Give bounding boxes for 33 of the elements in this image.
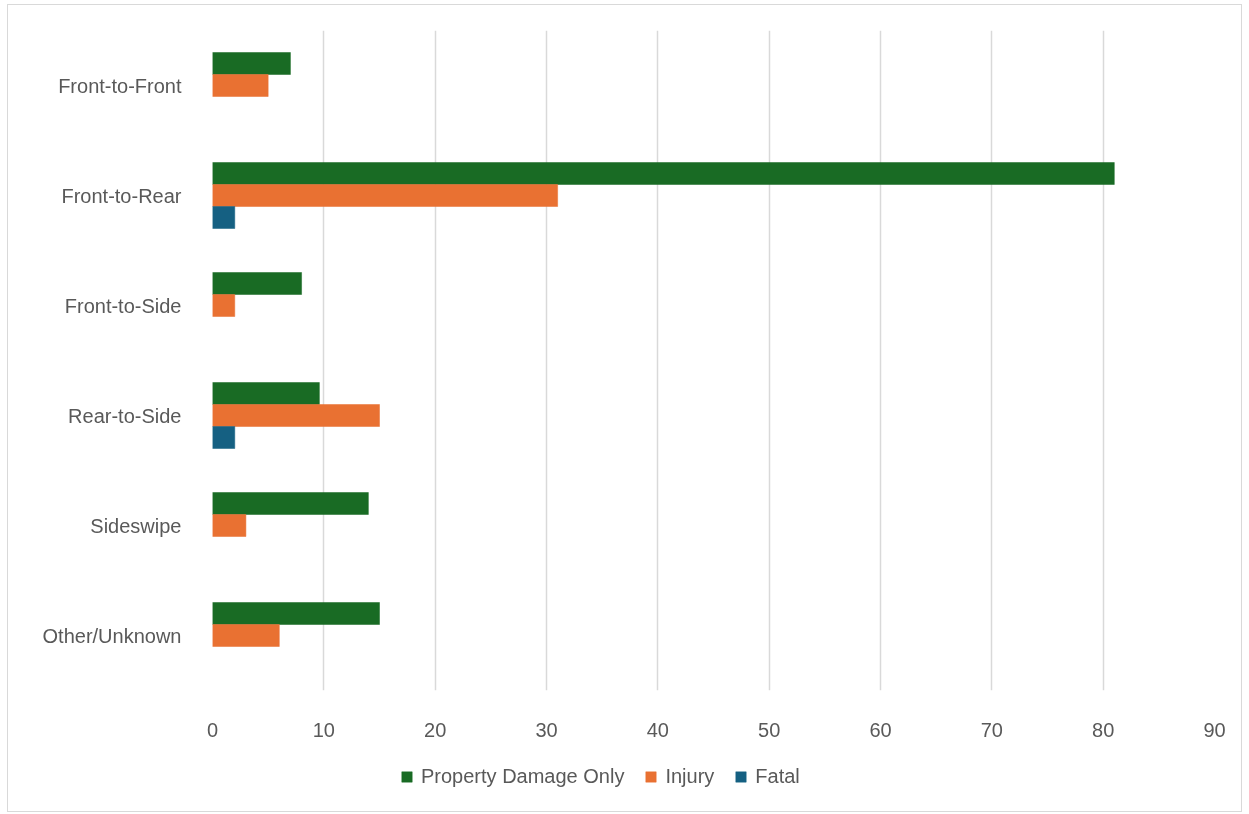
x-tick-label: 40: [646, 718, 669, 741]
bar: [212, 382, 320, 405]
bar: [212, 162, 1115, 185]
x-tick-label: 80: [1092, 718, 1115, 741]
legend-label: Fatal: [755, 765, 800, 788]
bar: [212, 294, 236, 317]
legend-label: Property Damage Only: [421, 765, 625, 788]
x-tick-label: 70: [980, 718, 1003, 741]
x-tick-label: 60: [869, 718, 892, 741]
bar: [212, 492, 369, 515]
y-tick-label: Front-to-Front: [58, 74, 182, 97]
x-tick-label: 50: [758, 718, 781, 741]
y-tick-label: Sideswipe: [90, 514, 182, 537]
legend-label: Injury: [665, 765, 715, 788]
bar: [212, 602, 380, 625]
bar: [212, 272, 302, 295]
x-tick-label: 30: [535, 718, 558, 741]
x-tick-label: 10: [312, 718, 335, 741]
y-tick-label: Rear-to-Side: [68, 404, 182, 427]
bar: [212, 206, 236, 229]
x-tick-label: 90: [1203, 718, 1226, 741]
y-tick-label: Other/Unknown: [42, 624, 182, 647]
bar: [212, 426, 236, 449]
x-tick-label: 20: [424, 718, 447, 741]
bar: [212, 52, 291, 75]
y-tick-label: Front-to-Rear: [61, 184, 182, 207]
y-tick-label: Front-to-Side: [64, 294, 182, 317]
bar: [212, 514, 247, 537]
bar: [212, 404, 380, 427]
x-tick-label: 0: [206, 718, 219, 741]
bar: [212, 184, 558, 207]
bar: [212, 74, 269, 97]
bar: [212, 624, 280, 647]
